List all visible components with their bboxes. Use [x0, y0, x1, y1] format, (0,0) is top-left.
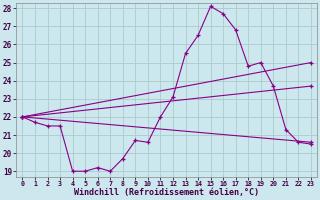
- X-axis label: Windchill (Refroidissement éolien,°C): Windchill (Refroidissement éolien,°C): [74, 188, 259, 197]
